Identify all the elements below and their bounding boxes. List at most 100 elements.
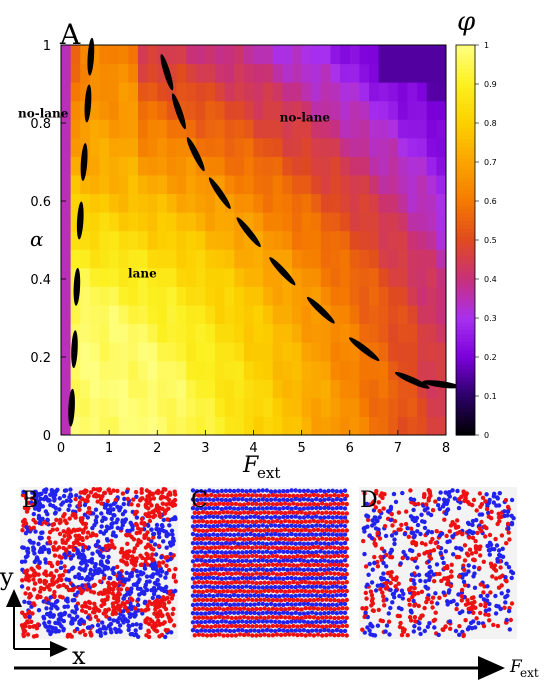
colorbar-segment <box>456 384 475 389</box>
particle <box>459 598 464 603</box>
particle <box>311 553 317 559</box>
particle <box>472 558 477 563</box>
particle <box>330 497 335 503</box>
particle <box>344 546 349 551</box>
particle <box>164 571 169 576</box>
heatmap-cell <box>205 286 216 306</box>
particle <box>318 584 323 589</box>
heatmap-cell <box>166 360 178 380</box>
particle <box>307 528 312 533</box>
heatmap-cell <box>186 267 197 287</box>
particle <box>98 496 104 502</box>
heatmap-cell <box>118 45 129 65</box>
particle <box>221 536 226 541</box>
particle <box>266 501 271 507</box>
particle <box>163 487 168 492</box>
heatmap-cell <box>99 323 110 343</box>
particle <box>139 487 144 492</box>
particle <box>223 497 229 503</box>
particle <box>266 588 271 594</box>
particle <box>314 567 319 573</box>
heatmap-cell <box>426 267 437 287</box>
heatmap-cell <box>311 45 322 65</box>
particle <box>498 606 503 612</box>
particle <box>52 553 58 558</box>
particle <box>258 563 263 568</box>
particle <box>338 628 344 634</box>
particle <box>171 500 176 505</box>
particle <box>342 496 348 502</box>
particle <box>139 496 144 501</box>
heatmap-cell <box>205 249 216 269</box>
particle <box>307 536 312 542</box>
particle <box>149 539 154 544</box>
particle <box>85 515 91 520</box>
particle <box>215 505 220 511</box>
y-tick-label: 0 <box>43 429 51 444</box>
particle <box>199 505 204 511</box>
heatmap-cell <box>369 193 380 213</box>
particle <box>478 582 483 587</box>
heatmap-cell <box>417 63 428 83</box>
colorbar-segment <box>456 80 475 85</box>
particle <box>268 593 274 599</box>
particle <box>203 497 208 502</box>
particle <box>203 514 208 520</box>
particle <box>497 491 502 496</box>
heatmap-cell <box>436 137 447 157</box>
particle <box>258 502 263 507</box>
particle <box>344 501 349 507</box>
heatmap-cell <box>215 397 226 417</box>
particle <box>324 528 329 533</box>
particle <box>311 606 317 611</box>
particle <box>154 614 160 619</box>
particle <box>256 506 261 511</box>
particle <box>396 581 401 586</box>
heatmap-cell <box>340 156 351 176</box>
particle <box>309 532 315 537</box>
heatmap-cell <box>301 360 312 380</box>
colorbar-segment <box>456 376 475 381</box>
particle <box>223 541 229 546</box>
particle <box>72 597 77 603</box>
heatmap-cell <box>330 342 341 362</box>
heatmap-cell <box>340 82 351 102</box>
heatmap-cell <box>272 175 283 195</box>
particle <box>344 537 349 542</box>
particle <box>37 578 43 583</box>
heatmap-cell <box>320 379 332 399</box>
particle <box>199 628 204 633</box>
particle <box>125 541 130 546</box>
heatmap-cell <box>224 212 235 232</box>
particle <box>497 519 502 524</box>
colorbar-segment <box>456 325 475 331</box>
particle <box>84 604 89 609</box>
heatmap-cell <box>205 267 216 287</box>
heatmap-cell <box>407 360 418 380</box>
particle <box>336 510 341 516</box>
heatmap-cell <box>70 175 81 195</box>
particle <box>314 619 319 624</box>
heatmap-cell <box>128 305 139 325</box>
particle <box>467 535 472 540</box>
heatmap-cell <box>417 119 428 139</box>
particle <box>274 502 280 507</box>
particle <box>219 619 224 624</box>
particle <box>419 540 425 546</box>
particle <box>93 518 99 523</box>
particle <box>211 497 216 503</box>
heatmap-cell <box>89 175 101 195</box>
heatmap-cell <box>195 175 206 195</box>
heatmap-cell <box>205 305 216 325</box>
particle <box>411 629 416 634</box>
particle <box>244 515 249 520</box>
particle <box>165 612 170 617</box>
particle <box>114 582 119 588</box>
heatmap-cell <box>272 267 283 287</box>
particle <box>223 593 229 598</box>
particle <box>129 522 134 527</box>
particle <box>248 497 253 502</box>
particle <box>293 514 298 519</box>
particle <box>314 523 319 528</box>
particle <box>485 543 490 549</box>
